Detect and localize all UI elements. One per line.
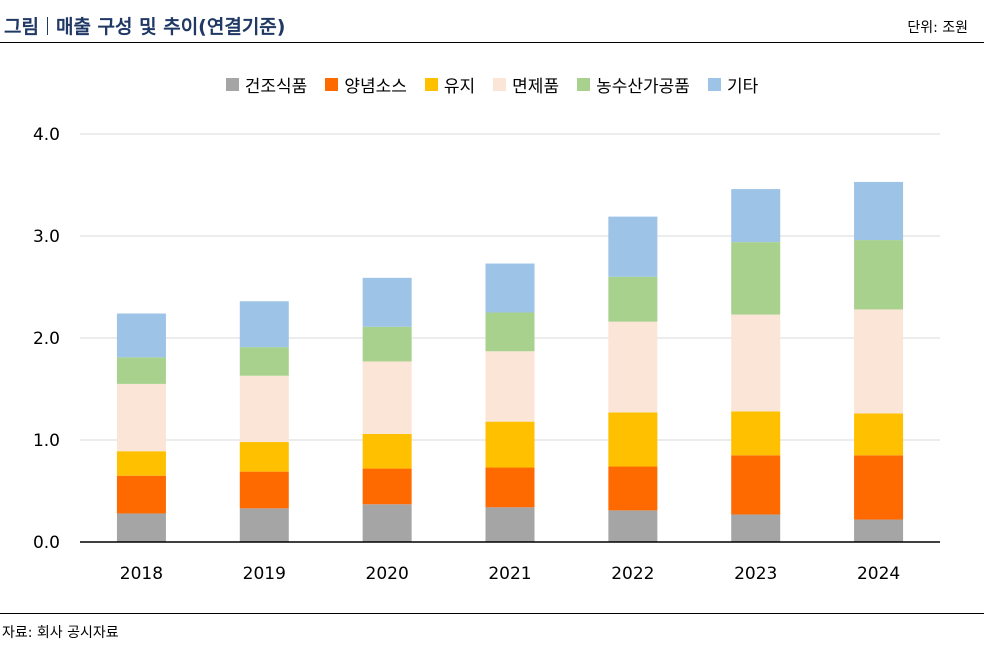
legend-item: 기타	[707, 72, 759, 97]
bar-segment	[608, 412, 658, 467]
bar-segment	[362, 504, 412, 542]
legend-item: 면제품	[493, 72, 559, 97]
source-note: 자료: 회사 공시자료	[2, 625, 119, 641]
legend-swatch	[325, 78, 339, 91]
legend-label: 농수산가공품	[596, 77, 690, 97]
legend-label: 건조식품	[244, 77, 308, 97]
legend-label: 유지	[443, 77, 476, 97]
bar-segment	[239, 471, 289, 509]
bottom-rule	[0, 613, 984, 614]
bar-segment	[731, 242, 781, 315]
bar-segment	[854, 413, 904, 456]
bar-segment	[485, 421, 535, 468]
bar-segment	[116, 383, 166, 452]
figure-header: 그림 매출 구성 및 추이(연결기준) 단위: 조원	[0, 0, 984, 42]
legend-swatch	[225, 78, 239, 91]
title-separator	[46, 17, 48, 35]
legend-label: 면제품	[512, 77, 560, 97]
bar-segment	[608, 510, 658, 542]
chart-legend: 건조식품 양념소스 유지 면제품 농수산가공품 기타	[0, 72, 984, 97]
top-rule	[0, 42, 984, 43]
bar-segment	[116, 313, 166, 358]
bar-segment	[731, 455, 781, 515]
bar-segment	[116, 451, 166, 476]
figure-title: 그림 매출 구성 및 추이(연결기준)	[4, 12, 285, 39]
bar-segment	[731, 411, 781, 456]
y-tick-label: 3.0	[33, 227, 60, 247]
bar-segment	[854, 181, 904, 241]
bar-segment	[485, 312, 535, 352]
legend-item: 양념소스	[325, 72, 407, 97]
legend-swatch	[707, 78, 721, 91]
bar-segment	[239, 508, 289, 542]
bar-segment	[116, 475, 166, 514]
bar-segment	[608, 216, 658, 277]
bar-segment	[239, 442, 289, 472]
bar-segment	[485, 507, 535, 542]
y-tick-label: 4.0	[33, 125, 60, 145]
bar-segment	[731, 189, 781, 243]
chart-title: 매출 구성 및 추이(연결기준)	[55, 16, 286, 38]
x-tick-label: 2022	[611, 564, 654, 584]
unit-label: 단위: 조원	[907, 20, 968, 36]
y-tick-label: 0.0	[33, 533, 60, 553]
legend-item: 농수산가공품	[577, 72, 690, 97]
bar-segment	[608, 276, 658, 322]
y-tick-label: 1.0	[33, 431, 60, 451]
bar-segment	[854, 240, 904, 310]
legend-label: 기타	[726, 77, 759, 97]
x-tick-label: 2018	[120, 564, 163, 584]
legend-label: 양념소스	[344, 77, 407, 97]
legend-item: 건조식품	[225, 72, 308, 97]
bar-segment	[854, 309, 904, 414]
bar-segment	[362, 326, 412, 362]
x-tick-label: 2024	[857, 564, 900, 584]
x-tick-label: 2020	[366, 564, 409, 584]
bar-segment	[362, 468, 412, 505]
bar-segment	[362, 277, 412, 327]
legend-item: 유지	[424, 72, 476, 97]
bar-segment	[362, 433, 412, 469]
bar-segment	[116, 357, 166, 384]
bar-segment	[239, 347, 289, 376]
bar-segment	[854, 455, 904, 520]
bar-segment	[485, 351, 535, 422]
figure-label: 그림	[4, 16, 39, 38]
bar-segment	[239, 301, 289, 348]
bar-segment	[362, 361, 412, 434]
bar-segment	[608, 321, 658, 413]
bar-segment	[485, 467, 535, 508]
bar-segment	[731, 514, 781, 542]
bar-segment	[608, 466, 658, 511]
x-tick-label: 2021	[488, 564, 531, 584]
x-tick-label: 2019	[243, 564, 286, 584]
bar-segment	[116, 513, 166, 542]
legend-swatch	[577, 78, 591, 91]
bar-segment	[731, 314, 781, 412]
x-tick-label: 2023	[734, 564, 777, 584]
legend-swatch	[424, 78, 438, 91]
y-tick-label: 2.0	[33, 329, 60, 349]
bar-segment	[485, 263, 535, 313]
legend-swatch	[493, 78, 507, 91]
bar-segment	[239, 375, 289, 443]
bar-segment	[854, 519, 904, 542]
